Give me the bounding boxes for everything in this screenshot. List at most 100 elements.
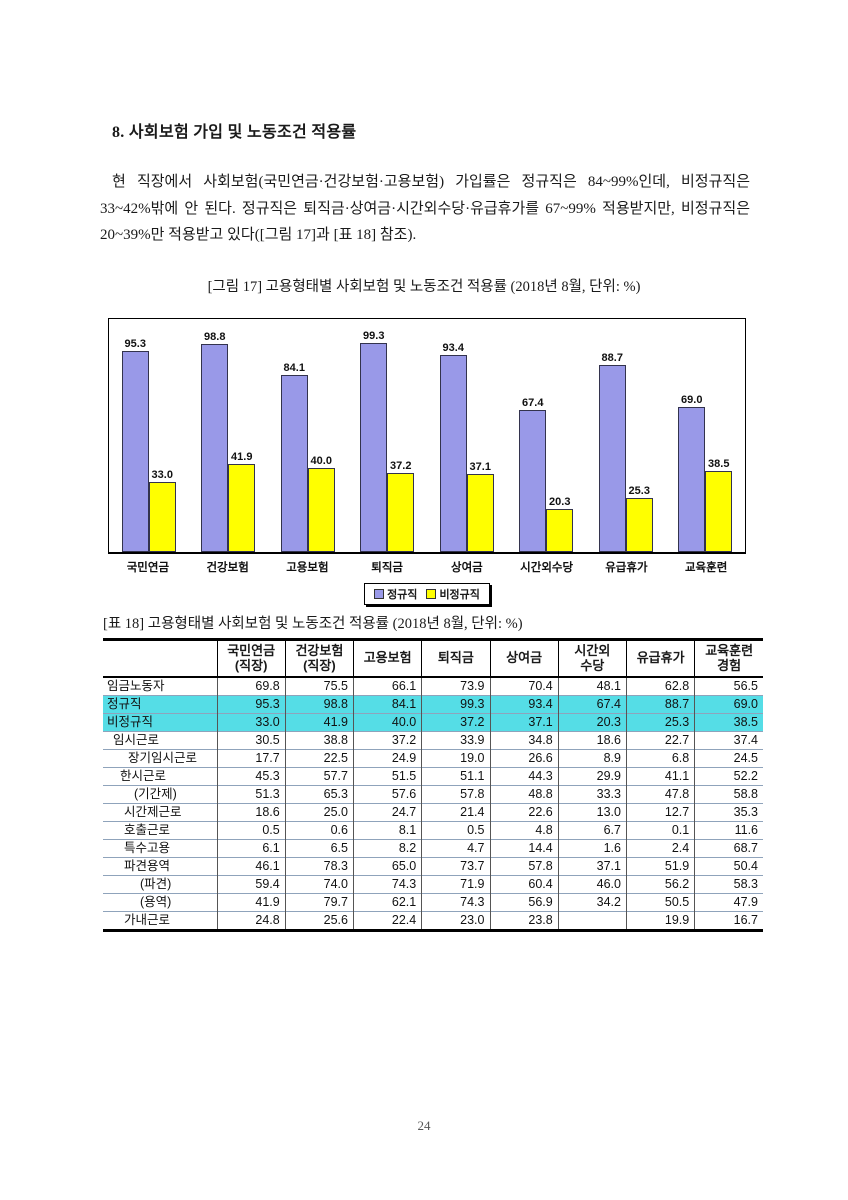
cell-value: 6.5 (284, 838, 354, 858)
cell-value: 19.9 (625, 910, 695, 931)
cell-value: 51.3 (216, 784, 286, 804)
row-label: 임금노동자 (107, 678, 165, 693)
cell-value: 98.8 (284, 694, 354, 714)
cell-value: 69.0 (694, 694, 763, 714)
bar-value-label: 25.3 (628, 485, 650, 498)
row-label: (파견) (103, 874, 217, 894)
bar-irregular: 20.3 (546, 496, 574, 552)
cell-value: 38.5 (694, 712, 763, 732)
bar-value-label: 95.3 (124, 338, 146, 351)
row-label: (용역) (103, 892, 217, 912)
cell-value: 8.1 (352, 820, 422, 840)
body-paragraph: 현 직장에서 사회보험(국민연금·건강보험·고용보험) 가입률은 정규직은 84… (100, 174, 750, 243)
cell-value: 6.7 (557, 820, 627, 840)
cell-value: 22.4 (352, 910, 422, 931)
cell-value: 22.6 (489, 802, 559, 822)
column-header: 상여금 (489, 639, 559, 678)
cell-value: 56.9 (489, 892, 559, 912)
bar-regular: 69.0 (678, 394, 706, 552)
bar-group: 93.4 37.1 (427, 319, 507, 552)
bar-value-label: 93.4 (442, 342, 464, 355)
figure-caption: [그림 17] 고용형태별 사회보험 및 노동조건 적용률 (2018년 8월,… (207, 278, 641, 295)
bar-value-label: 37.1 (469, 460, 491, 473)
row-label: 파견용역 (103, 856, 217, 876)
row-label: (기간제) (103, 784, 217, 804)
cell-value: 11.6 (694, 820, 763, 840)
cell-value: 65.3 (284, 784, 354, 804)
cell-value (557, 910, 627, 931)
cell-value: 46.1 (216, 856, 286, 876)
bar-group: 95.3 33.0 (109, 319, 189, 552)
cell-value: 62.1 (352, 892, 422, 912)
bar-regular: 98.8 (201, 331, 229, 552)
cell-value: 24.9 (352, 748, 422, 768)
bar-group: 69.0 38.5 (666, 319, 746, 552)
bar-value-label: 69.0 (681, 393, 703, 406)
cell-value: 0.1 (625, 820, 695, 840)
cell-value: 24.8 (216, 910, 286, 931)
column-header: 국민연금 (직장) (216, 639, 286, 678)
table-row: (파견) 59.4 74.0 74.3 71.9 60.4 46.0 56.2 58.3 (103, 874, 763, 894)
table-row: 장기임시근로 17.7 22.5 24.9 19.0 26.6 8.9 6.8 24.5 (103, 748, 763, 768)
cell-value: 4.7 (421, 838, 490, 858)
table-row: 가내근로 24.8 25.6 22.4 23.0 23.8 19.9 16.7 (103, 910, 763, 931)
legend-item-irregular: 비정규직 (426, 586, 480, 602)
row-label: 가내근로 (103, 910, 217, 931)
cell-value: 23.0 (421, 910, 490, 931)
table-row: 비정규직 33.0 41.9 40.0 37.2 37.1 20.3 25.3 38.5 (103, 712, 763, 732)
cell-value: 41.9 (284, 712, 354, 732)
cell-value: 62.8 (625, 676, 695, 696)
cell-value: 13.0 (557, 802, 627, 822)
cell-value: 24.7 (352, 802, 422, 822)
cell-value: 78.3 (284, 856, 354, 876)
row-label: 정규직 (103, 694, 217, 714)
bar-value-label: 33.0 (151, 469, 173, 482)
table-row: 시간제근로 18.6 25.0 24.7 21.4 22.6 13.0 12.7 35.3 (103, 802, 763, 822)
column-header: 고용보험 (352, 639, 422, 678)
cell-value: 71.9 (421, 874, 490, 894)
table-row: 파견용역 46.1 78.3 65.0 73.7 57.8 37.1 51.9 50.4 (103, 856, 763, 876)
bar-irregular: 38.5 (705, 458, 733, 552)
bar-irregular: 33.0 (148, 469, 176, 552)
cell-value: 79.7 (284, 892, 354, 912)
cell-value: 65.0 (352, 856, 422, 876)
cell-value: 2.4 (625, 838, 695, 858)
legend-container: 정규직 비정규직 (108, 582, 746, 605)
cell-value: 18.6 (216, 802, 286, 822)
cell-value: 25.0 (284, 802, 354, 822)
bar-irregular: 37.2 (387, 460, 415, 552)
x-axis-label: 유급휴가 (605, 561, 648, 574)
cell-value: 58.8 (694, 784, 763, 804)
cell-value: 35.3 (694, 802, 763, 822)
x-axis-label: 고용보험 (286, 561, 329, 574)
column-header: 유급휴가 (625, 639, 695, 678)
row-label: 시간제근로 (103, 802, 217, 822)
cell-value: 51.5 (352, 766, 422, 786)
cell-value: 29.9 (557, 766, 627, 786)
cell-value: 1.6 (557, 838, 627, 858)
cell-value: 6.8 (625, 748, 695, 768)
cell-value: 24.5 (694, 748, 763, 768)
cell-value: 23.8 (489, 910, 559, 931)
cell-value: 52.2 (694, 766, 763, 786)
cell-value: 51.9 (625, 856, 695, 876)
cell-value: 68.7 (694, 838, 763, 858)
legend-label-regular: 정규직 (387, 588, 418, 601)
cell-value: 18.6 (557, 730, 627, 750)
row-label: 임시근로 (103, 730, 217, 750)
cell-value: 17.7 (216, 748, 286, 768)
cell-value: 6.1 (216, 838, 286, 858)
cell-value: 12.7 (625, 802, 695, 822)
cell-value: 41.9 (216, 892, 286, 912)
plot-area: 95.3 33.0 98.8 41.9 84.1 40.0 99.3 37.2 93.4 37.1… (108, 317, 746, 554)
bar-irregular: 40.0 (307, 455, 335, 552)
bar-irregular: 41.9 (228, 451, 256, 552)
cell-value: 33.3 (557, 784, 627, 804)
bar-value-label: 38.5 (708, 457, 730, 470)
bar-regular: 95.3 (121, 338, 149, 552)
cell-value: 88.7 (625, 694, 695, 714)
cell-value: 67.4 (557, 694, 627, 714)
chart-legend: 정규직 비정규직 (364, 582, 490, 605)
x-axis-label: 건강보험 (206, 561, 249, 574)
cell-value: 37.2 (352, 730, 422, 750)
